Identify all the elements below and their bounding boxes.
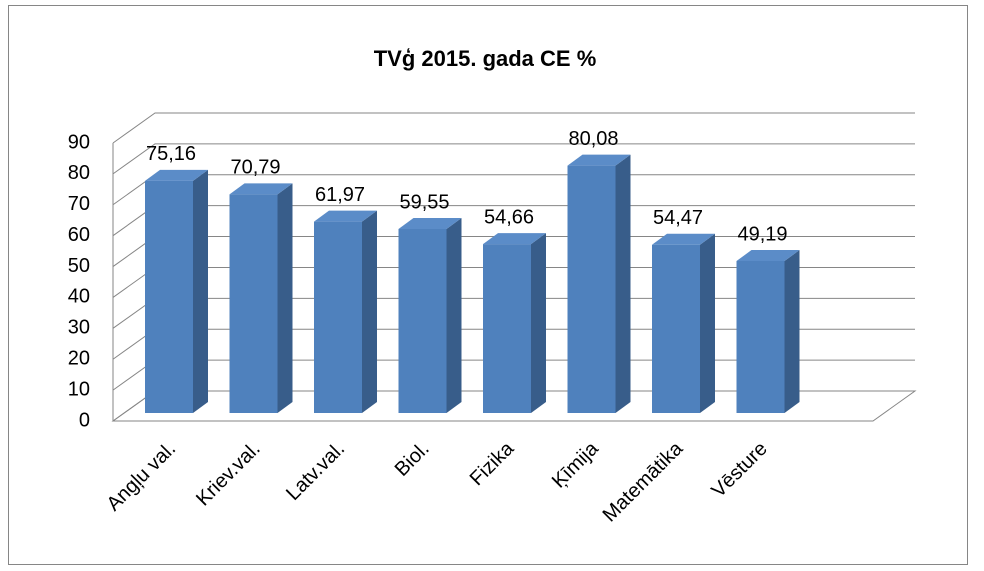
bar-side xyxy=(531,233,546,413)
bar-side xyxy=(446,218,462,413)
value-label: 54,47 xyxy=(653,207,703,229)
y-tick-label: 30 xyxy=(68,317,90,339)
bar-top xyxy=(398,218,462,230)
value-label: 54,66 xyxy=(484,206,534,228)
bar-top xyxy=(652,233,715,245)
bar xyxy=(567,154,631,413)
bar-side xyxy=(362,210,377,413)
bar-front xyxy=(145,180,193,413)
bar-side xyxy=(277,183,293,413)
value-label: 59,55 xyxy=(399,191,449,213)
y-tick-label: 90 xyxy=(68,131,90,153)
bar xyxy=(483,233,546,413)
y-tick-label: 0 xyxy=(79,409,90,431)
value-label: 80,08 xyxy=(568,128,618,150)
bar-front xyxy=(314,221,362,413)
bar xyxy=(229,183,293,413)
bar-side xyxy=(615,154,631,413)
bar-side xyxy=(700,233,715,413)
value-label: 49,19 xyxy=(737,223,787,245)
bar-side xyxy=(784,250,800,413)
y-tick-label: 70 xyxy=(68,193,90,215)
y-tick-label: 10 xyxy=(68,378,90,400)
bar xyxy=(314,210,377,413)
bar-top xyxy=(736,250,800,262)
y-tick-label: 80 xyxy=(68,162,90,184)
bar-front xyxy=(398,229,447,413)
bar xyxy=(145,169,208,413)
bar xyxy=(398,218,462,413)
bar-front xyxy=(567,165,616,413)
y-tick-label: 50 xyxy=(68,255,90,277)
bar-top xyxy=(145,169,208,181)
y-tick-label: 40 xyxy=(68,286,90,308)
bar-top xyxy=(483,233,546,245)
bar-top xyxy=(229,183,293,195)
y-tick-label: 60 xyxy=(68,224,90,246)
grid-line xyxy=(112,143,915,175)
bar-front xyxy=(736,261,785,413)
bar-top xyxy=(314,210,377,222)
bar-front xyxy=(229,194,278,413)
bar-top xyxy=(567,154,631,166)
bar xyxy=(736,250,800,413)
grid-line xyxy=(112,112,915,144)
value-label: 70,79 xyxy=(230,157,280,179)
bar xyxy=(652,233,715,413)
chart-title: TVģ 2015. gada CE % xyxy=(374,46,597,71)
bar-front xyxy=(652,244,700,413)
value-label: 75,16 xyxy=(146,143,196,165)
bar-front xyxy=(483,244,531,413)
bar-side xyxy=(193,169,208,413)
y-tick-label: 20 xyxy=(68,348,90,370)
value-label: 61,97 xyxy=(315,184,365,206)
